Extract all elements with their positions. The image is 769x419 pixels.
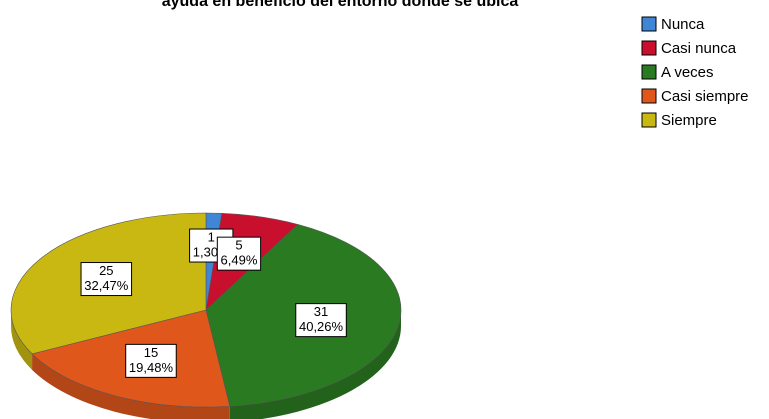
data-label-value: 25 xyxy=(99,263,113,278)
data-label-percent: 6,49% xyxy=(221,253,258,268)
data-label-box xyxy=(125,343,177,378)
data-label-percent: 32,47% xyxy=(84,278,129,293)
data-label-box xyxy=(80,262,133,297)
slice-side xyxy=(32,353,230,419)
legend-swatch xyxy=(641,88,657,104)
data-label-percent: 40,26% xyxy=(299,319,344,334)
data-label-box xyxy=(216,236,262,271)
data-label-percent: 19,48% xyxy=(129,360,174,375)
data-label-box xyxy=(295,303,347,338)
chart-title: ayuda en beneficio del entorno donde se … xyxy=(162,0,519,10)
legend-swatch xyxy=(641,40,657,56)
legend-swatch xyxy=(641,64,657,80)
slice-side xyxy=(11,310,33,370)
data-label-value: 5 xyxy=(235,238,242,253)
data-label-value: 15 xyxy=(144,345,158,360)
legend-label: Casi siempre xyxy=(661,88,749,105)
legend-label: Nunca xyxy=(661,16,705,33)
data-label-value: 31 xyxy=(314,304,328,319)
legend-label: A veces xyxy=(661,64,714,81)
legend-swatch xyxy=(641,112,657,128)
legend-label: Siempre xyxy=(661,112,717,129)
data-label-value: 1 xyxy=(208,229,215,244)
legend-label: Casi nunca xyxy=(661,40,737,57)
data-label: 56,49% xyxy=(216,236,262,271)
slice-side xyxy=(229,310,401,419)
legend-swatch xyxy=(641,16,657,32)
